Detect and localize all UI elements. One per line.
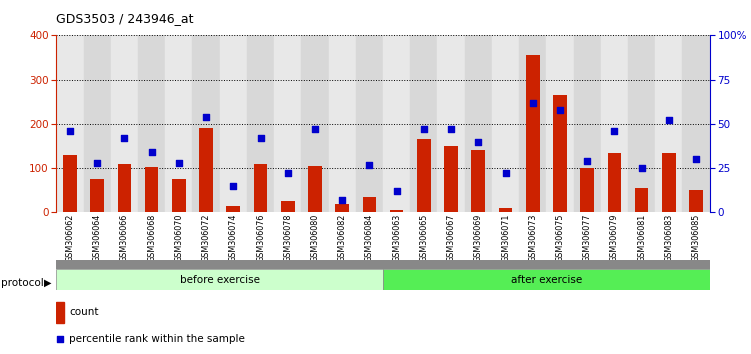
Point: [526, 100, 538, 105]
Bar: [56, 35, 83, 212]
Point: [336, 197, 348, 203]
Bar: [172, 179, 185, 212]
Bar: [281, 201, 294, 212]
Point: [581, 158, 593, 164]
Bar: [628, 35, 655, 212]
Bar: [390, 210, 403, 212]
Bar: [499, 208, 512, 212]
Point: [64, 128, 76, 134]
Bar: [683, 35, 710, 212]
Bar: [138, 35, 165, 212]
Bar: [574, 35, 601, 212]
Bar: [192, 35, 219, 212]
Text: protocol: protocol: [1, 278, 44, 288]
Text: count: count: [69, 307, 99, 317]
Point: [173, 160, 185, 166]
Bar: [492, 35, 519, 212]
Bar: [118, 164, 131, 212]
Bar: [83, 35, 111, 212]
Point: [663, 118, 675, 123]
Bar: [219, 35, 247, 212]
Point: [554, 107, 566, 113]
Point: [200, 114, 212, 120]
Point: [228, 183, 240, 189]
Bar: [336, 204, 349, 212]
Text: after exercise: after exercise: [511, 275, 582, 285]
Point: [146, 149, 158, 155]
Bar: [301, 35, 328, 212]
Bar: [662, 153, 676, 212]
Bar: [553, 95, 567, 212]
Bar: [437, 35, 465, 212]
Point: [418, 126, 430, 132]
Bar: [328, 35, 356, 212]
Bar: [227, 206, 240, 212]
Bar: [519, 35, 546, 212]
Point: [255, 135, 267, 141]
Text: percentile rank within the sample: percentile rank within the sample: [69, 334, 246, 344]
Bar: [254, 164, 267, 212]
Point: [91, 160, 103, 166]
Text: ▶: ▶: [44, 278, 51, 288]
Point: [445, 126, 457, 132]
Bar: [410, 35, 437, 212]
Bar: [90, 179, 104, 212]
Point: [309, 126, 321, 132]
Point: [472, 139, 484, 144]
Bar: [247, 35, 274, 212]
Point: [635, 165, 647, 171]
Point: [690, 156, 702, 162]
Bar: [383, 35, 410, 212]
Bar: [383, 269, 710, 290]
Bar: [308, 166, 321, 212]
Bar: [199, 128, 213, 212]
Bar: [56, 269, 383, 290]
Point: [54, 336, 66, 342]
Bar: [417, 139, 430, 212]
Bar: [608, 153, 621, 212]
Bar: [56, 260, 710, 269]
Bar: [465, 35, 492, 212]
Point: [282, 171, 294, 176]
Bar: [274, 35, 301, 212]
Text: before exercise: before exercise: [179, 275, 260, 285]
Bar: [601, 35, 628, 212]
Bar: [56, 302, 65, 323]
Bar: [111, 35, 138, 212]
Bar: [363, 197, 376, 212]
Bar: [655, 35, 683, 212]
Bar: [145, 167, 158, 212]
Bar: [635, 188, 648, 212]
Bar: [63, 155, 77, 212]
Point: [391, 188, 403, 194]
Point: [119, 135, 131, 141]
Point: [499, 171, 511, 176]
Bar: [581, 168, 594, 212]
Bar: [472, 150, 485, 212]
Bar: [526, 55, 539, 212]
Point: [608, 128, 620, 134]
Bar: [689, 190, 703, 212]
Point: [363, 162, 376, 167]
Bar: [356, 35, 383, 212]
Text: GDS3503 / 243946_at: GDS3503 / 243946_at: [56, 12, 194, 25]
Bar: [165, 35, 192, 212]
Bar: [445, 146, 458, 212]
Bar: [547, 35, 574, 212]
